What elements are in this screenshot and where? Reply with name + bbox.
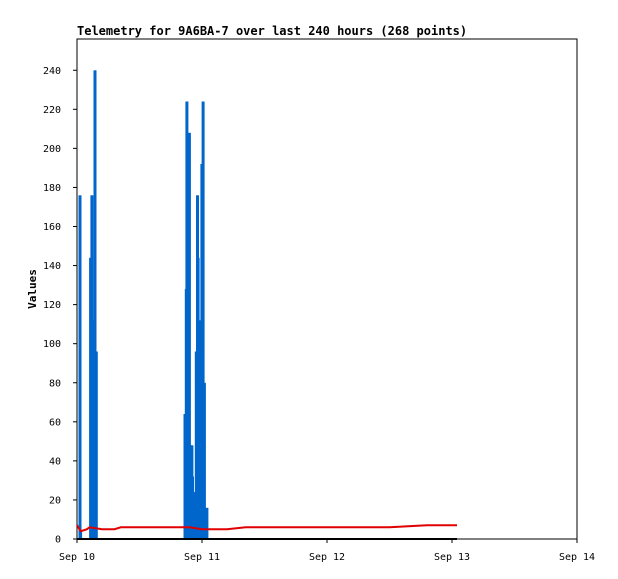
bar-29 [202, 382, 206, 540]
y-tick-label-220: 220 [43, 105, 61, 116]
y-tick-label-20: 20 [49, 495, 61, 506]
y-tick-label-60: 60 [49, 417, 61, 428]
y-tick-label-120: 120 [43, 300, 61, 311]
bar-28 [201, 101, 205, 539]
bar-31 [205, 507, 209, 540]
chart-title: Telemetry for 9A6BA-7 over last 240 hour… [77, 24, 467, 38]
bar-17 [191, 476, 194, 539]
bar-1 [79, 531, 83, 539]
y-axis-label: Values [26, 269, 39, 309]
bar-7 [94, 351, 98, 539]
y-tick-label-140: 140 [43, 261, 61, 272]
x-tick-label-2: Sep 12 [309, 552, 345, 563]
y-axis: 0 20 40 60 80 100 120 140 160 180 200 220 240 [43, 66, 77, 546]
y-tick-label-240: 240 [43, 66, 61, 77]
plot-frame [76, 38, 578, 540]
bar-23 [196, 257, 200, 540]
x-tick-label-4: Sep 14 [559, 552, 595, 563]
line-series [76, 524, 457, 540]
x-tick-label-1: Sep 11 [184, 552, 220, 563]
y-tick-label-40: 40 [49, 456, 61, 467]
y-tick-label-0: 0 [55, 535, 61, 546]
x-tick-label-3: Sep 13 [434, 552, 470, 563]
bar-6 [93, 70, 97, 540]
bar-13 [187, 132, 191, 540]
y-tick-label-180: 180 [43, 183, 61, 194]
x-tick-label-0: Sep 10 [59, 552, 95, 563]
x-axis: Sep 10 Sep 11 Sep 12 Sep 13 Sep 14 [59, 539, 595, 563]
y-tick-label-200: 200 [43, 144, 61, 155]
line-series-0 [76, 524, 457, 533]
y-tick-label-100: 100 [43, 339, 61, 350]
y-tick-label-80: 80 [49, 378, 61, 389]
bar-series [78, 70, 209, 540]
bar-0 [78, 195, 82, 540]
y-tick-label-160: 160 [43, 222, 61, 233]
bar-10 [185, 101, 189, 539]
